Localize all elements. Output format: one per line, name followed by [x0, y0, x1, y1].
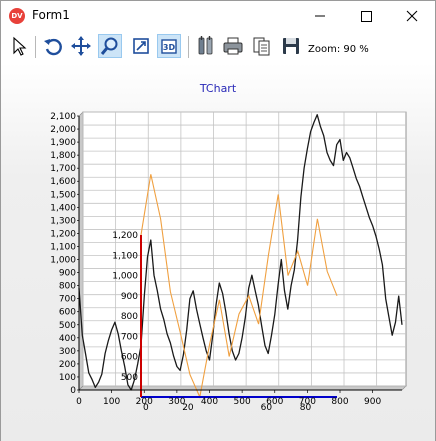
- save-button[interactable]: [279, 34, 303, 58]
- inner-y-tick-label: 500: [121, 373, 138, 383]
- y-tick-label: 1,400: [50, 203, 76, 213]
- y-tick-label: 900: [59, 269, 76, 279]
- y-tick-label: 0: [70, 386, 76, 396]
- close-button[interactable]: [389, 1, 435, 31]
- x-tick-label: 100: [103, 397, 120, 407]
- inner-x-tick-label: 60: [261, 403, 273, 413]
- maximize-button[interactable]: [343, 1, 389, 31]
- x-tick-label: 900: [364, 397, 381, 407]
- x-tick-label: 400: [201, 397, 218, 407]
- y-tick-label: 400: [59, 334, 76, 344]
- y-tick-label: 1,300: [50, 216, 76, 226]
- move-button[interactable]: [69, 34, 93, 58]
- minimize-icon: [315, 15, 325, 17]
- y-tick-label: 2,100: [50, 112, 76, 122]
- chart-panel[interactable]: TChart 0 20 60 80 500 600 700 800 900 1,000 1,100 1…: [1, 63, 435, 441]
- zoom-icon: [100, 37, 118, 55]
- inner-y-tick-label: 900: [121, 292, 138, 302]
- floor-wall: [78, 385, 407, 391]
- svg-text:3D: 3D: [163, 43, 176, 52]
- copy-button[interactable]: [250, 34, 274, 58]
- inner-y-tick-label: 1,000: [112, 272, 138, 282]
- inner-y-tick-label: 800: [121, 312, 138, 322]
- inner-y-tick-label: 600: [121, 353, 138, 363]
- inner-y-tick-label: 1,200: [112, 231, 138, 241]
- depth-button[interactable]: [129, 34, 153, 58]
- inner-y-tick-label: 700: [121, 332, 138, 342]
- print-button[interactable]: [221, 34, 245, 58]
- copy-icon: [253, 37, 270, 56]
- series-line-orange: [140, 174, 338, 399]
- zoom-button[interactable]: [98, 34, 122, 58]
- left-wall: [78, 111, 84, 391]
- move-icon: [71, 36, 91, 56]
- y-tick-label: 1,000: [50, 256, 76, 266]
- plot-back-wall: [82, 111, 407, 387]
- y-tick-label: 1,200: [50, 229, 76, 239]
- y-tick-label: 1,500: [50, 190, 76, 200]
- zoom-level-label: Zoom: 90 %: [308, 44, 369, 55]
- y-tick-label: 500: [59, 321, 76, 331]
- x-tick-label: 500: [234, 397, 251, 407]
- minimize-button[interactable]: [297, 1, 343, 31]
- rotate-button[interactable]: [41, 34, 65, 58]
- pointer-button[interactable]: [7, 34, 31, 58]
- x-tick-label: 700: [299, 397, 316, 407]
- y-tick-label: 600: [59, 308, 76, 318]
- rotate-icon: [44, 38, 62, 56]
- inner-x-tick-label: 20: [182, 403, 194, 413]
- x-tick-label: 0: [76, 397, 82, 407]
- depth-icon: [133, 38, 149, 54]
- y-tick-label: 300: [59, 347, 76, 357]
- maximize-icon: [361, 11, 372, 22]
- toolbar-separator: [35, 36, 36, 58]
- y-tick-label: 200: [59, 360, 76, 370]
- app-logo-icon: DV: [9, 8, 25, 24]
- title-bar[interactable]: DV Form1: [1, 1, 435, 31]
- edit-button[interactable]: [194, 34, 218, 58]
- print-icon: [223, 37, 243, 55]
- y-tick-label: 800: [59, 282, 76, 292]
- y-tick-label: 700: [59, 295, 76, 305]
- y-tick-label: 1,800: [50, 151, 76, 161]
- window-title: Form1: [32, 8, 70, 22]
- toolbar-separator: [188, 36, 189, 58]
- close-icon: [406, 10, 418, 22]
- x-tick-label: 300: [168, 397, 185, 407]
- x-tick-label: 600: [266, 397, 283, 407]
- y-tick-label: 1,600: [50, 177, 76, 187]
- inner-y-tick-label: 1,100: [112, 251, 138, 261]
- y-tick-label: 1,100: [50, 242, 76, 252]
- 3d-icon: 3D: [161, 39, 177, 54]
- chart-title: TChart: [199, 82, 237, 95]
- save-icon: [283, 38, 299, 54]
- y-tick-label: 100: [59, 373, 76, 383]
- series-line-noise: [78, 114, 403, 391]
- chart-toolbar: 3D Zoom: 90 %: [1, 31, 435, 63]
- x-tick-label: 200: [136, 397, 153, 407]
- y-tick-label: 1,700: [50, 164, 76, 174]
- x-tick-label: 800: [331, 397, 348, 407]
- chart-plot[interactable]: 0 20 60 80 500 600 700 800 900 1,000 1,100 1,200 0 10…: [1, 63, 435, 441]
- 3d-button[interactable]: 3D: [157, 34, 181, 58]
- inner-x-tick-label: 0: [143, 403, 149, 413]
- inner-x-tick-label: 80: [300, 403, 312, 413]
- y-tick-label: 1,900: [50, 138, 76, 148]
- pointer-icon: [13, 36, 27, 56]
- y-tick-label: 2,000: [50, 125, 76, 135]
- edit-icon: [198, 36, 213, 55]
